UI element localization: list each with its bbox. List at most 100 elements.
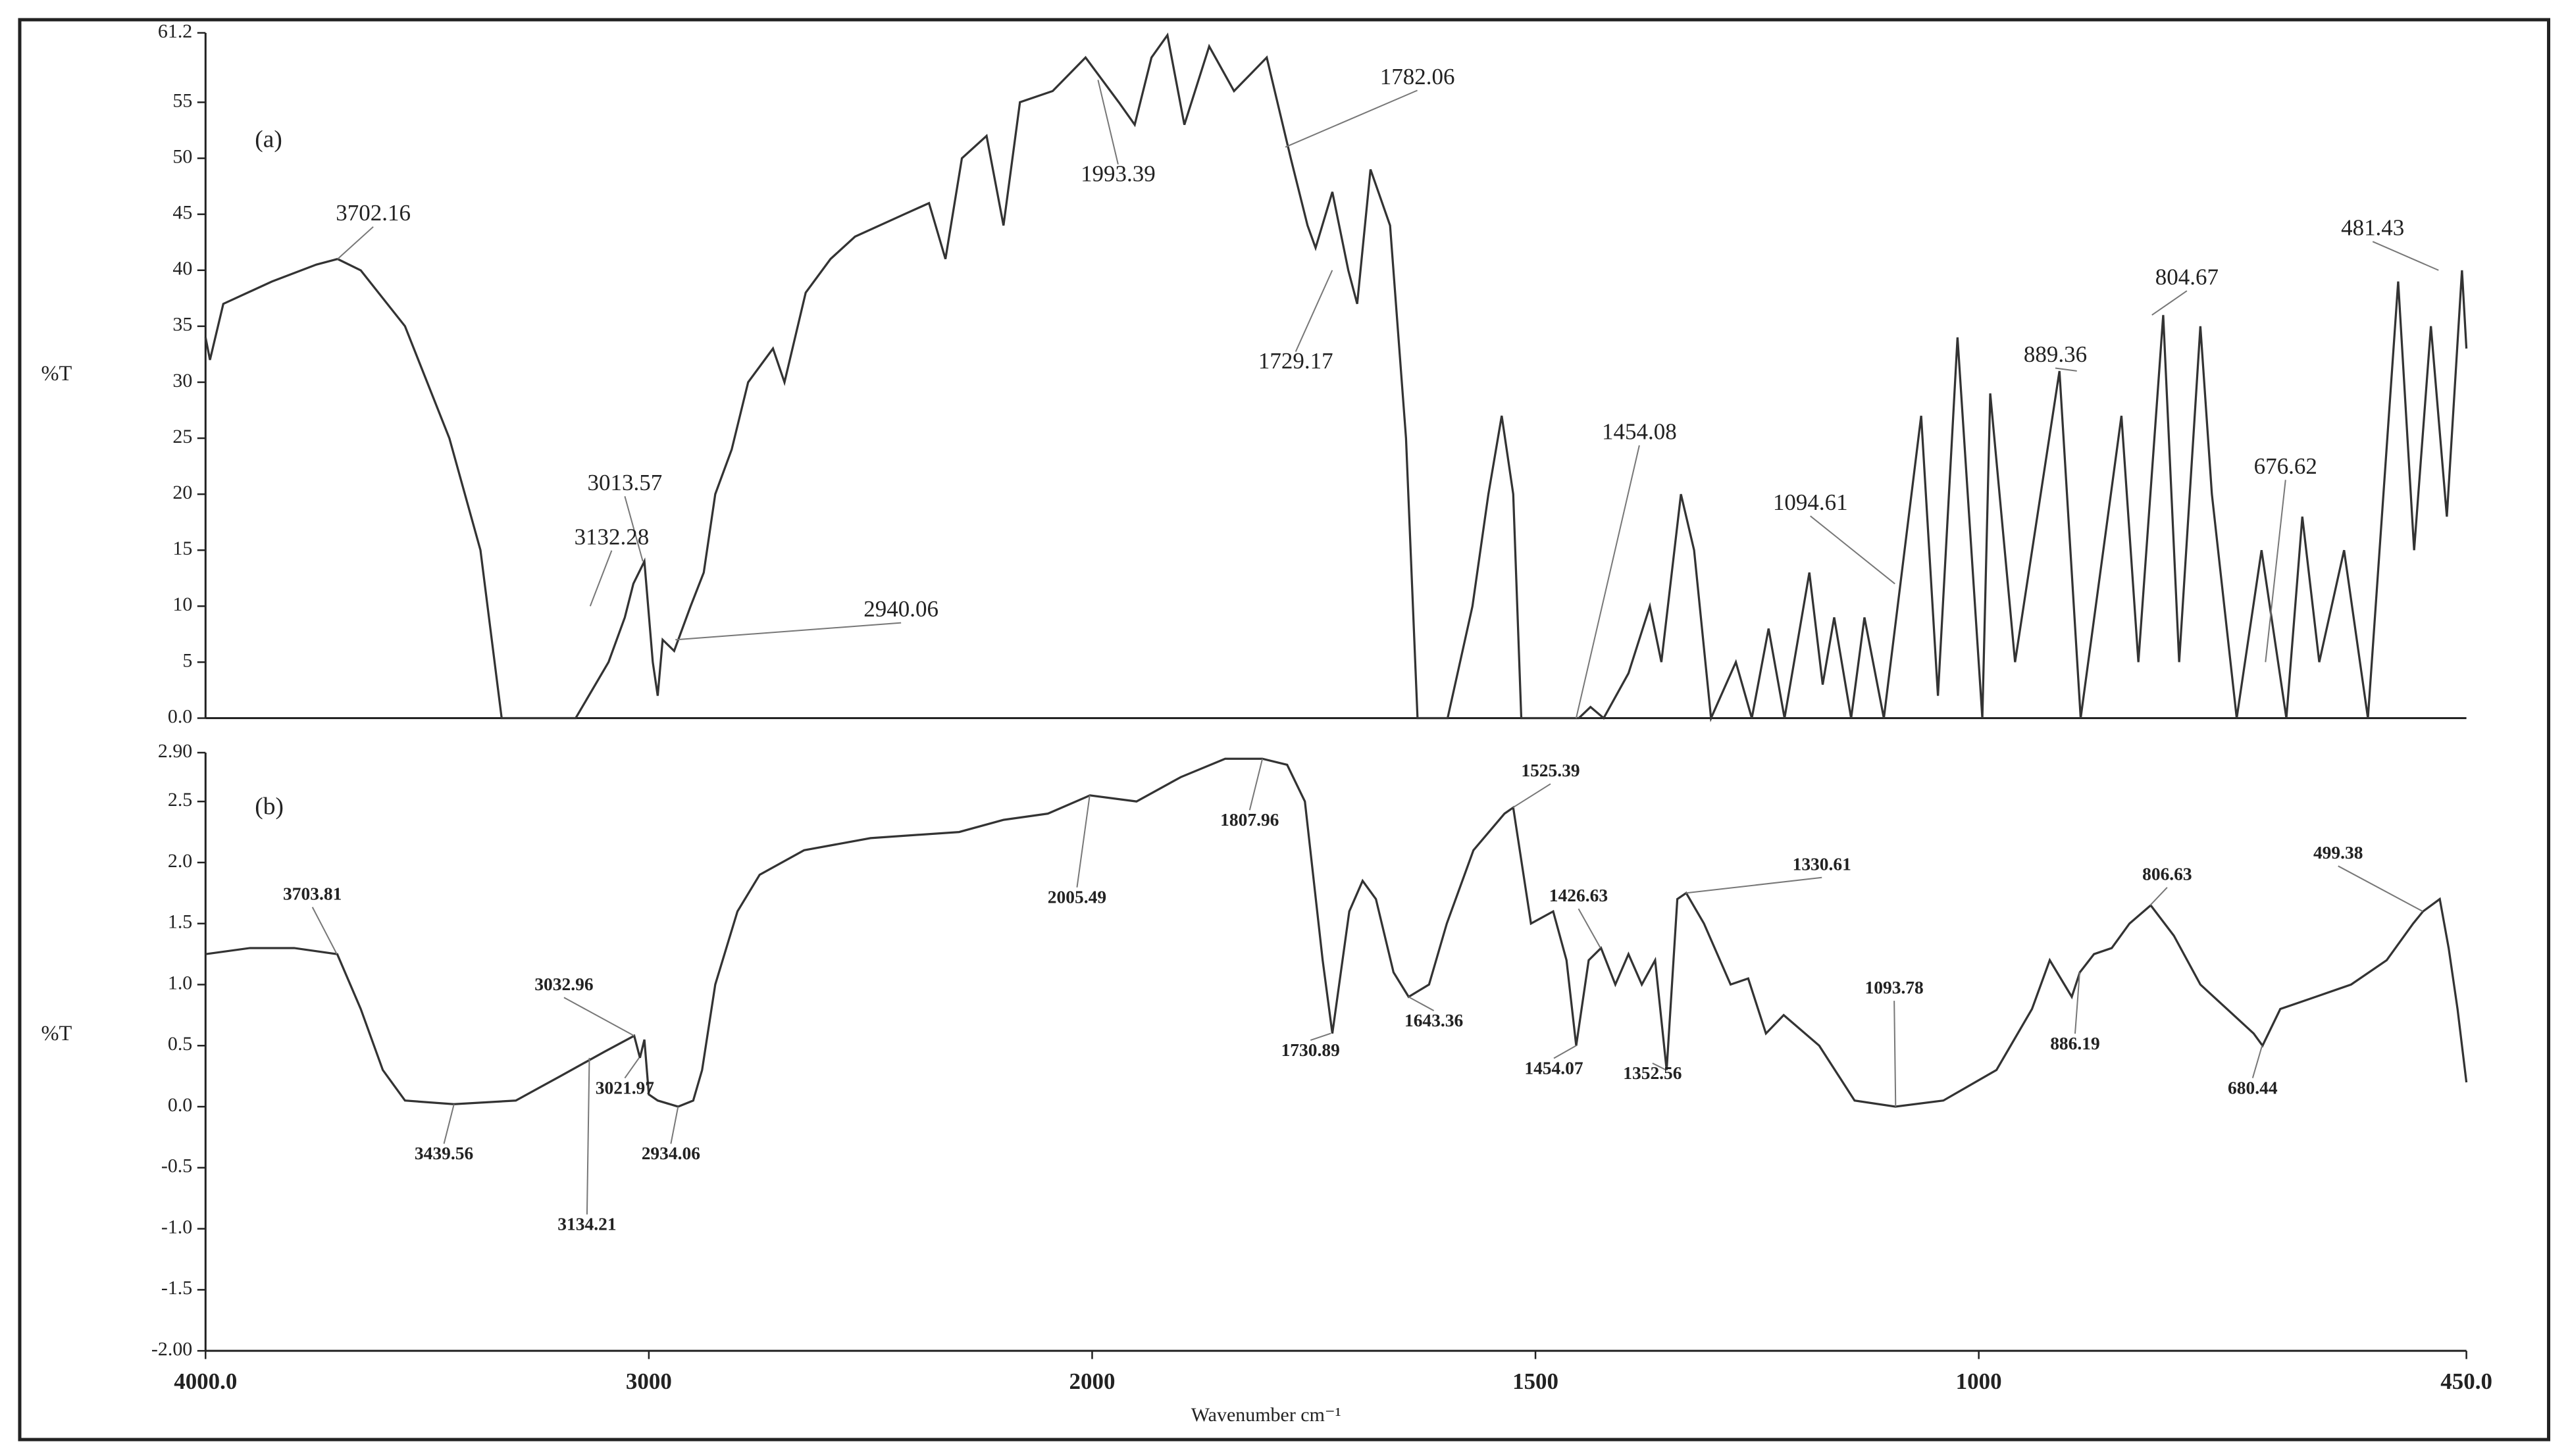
y-tick-label: 10 [172,593,192,615]
annotation-leader [1553,1045,1577,1059]
annotation-leader [624,1057,640,1079]
annotation-leader [1408,996,1435,1011]
y-tick-label: 61.2 [158,20,192,42]
annotation-label: 3032.96 [534,974,593,994]
y-tick-label: 5 [182,649,192,671]
annotation-label: 806.63 [2142,865,2192,884]
annotation-label: 804.67 [2155,264,2219,290]
annotation-label: 3013.57 [588,470,663,495]
spectrum-line [205,757,2468,1108]
annotation-leader [1285,89,1418,148]
annotation-label: 1454.07 [1524,1058,1583,1078]
annotation-label: 1643.36 [1404,1011,1463,1030]
annotation-label: 1729.17 [1258,348,1333,374]
annotation-leader [2151,290,2188,316]
annotation-label: 1426.63 [1549,886,1608,905]
annotation-label: 886.19 [2050,1034,2100,1053]
y-axis-label: %T [41,362,72,386]
annotation-leader [443,1104,455,1144]
y-tick-label: 15 [172,538,192,559]
x-axis-label: Wavenumber cm⁻¹ [1191,1404,1341,1426]
annotation-leader [2265,480,2286,663]
annotation-label: 1352.56 [1623,1063,1682,1083]
y-tick-label: 2.0 [168,850,192,872]
annotation-leader [1810,515,1895,585]
annotation-label: 3439.56 [415,1143,473,1163]
annotation-label: 3021.97 [596,1078,655,1097]
y-tick-label: 1.0 [168,972,192,993]
annotation-label: 3134.21 [557,1215,616,1234]
annotation-leader [1578,908,1601,949]
annotation-label: 3132.28 [575,524,650,549]
annotation-label: 1525.39 [1521,761,1580,780]
annotation-label: 499.38 [2313,843,2363,863]
y-tick-label: 55 [172,89,192,111]
panel-label: (b) [255,793,284,820]
x-tick-label: 1000 [1956,1368,2002,1394]
annotation-leader [311,907,338,955]
panel-label: (a) [255,126,282,153]
annotation-label: 1782.06 [1380,64,1455,89]
annotation-label: 481.43 [2341,215,2404,241]
y-tick-label: 0.0 [168,1094,192,1116]
annotation-label: 1993.39 [1081,161,1156,186]
annotation-label: 889.36 [2024,341,2087,367]
y-tick-label: 45 [172,202,192,224]
annotation-leader [1248,759,1264,811]
y-tick-label: 50 [172,145,192,167]
y-axis-label: %T [41,1022,72,1045]
y-tick-label: -1.5 [161,1277,192,1299]
y-tick-label: -2.00 [151,1338,192,1360]
annotation-label: 2934.06 [642,1143,700,1163]
annotation-leader [2149,887,2168,906]
y-tick-label: 0.5 [168,1033,192,1055]
annotation-label: 2940.06 [863,596,938,622]
frame [18,18,2551,1442]
annotation-leader [1310,1032,1331,1042]
annotation-leader [624,496,644,562]
annotation-label: 1093.78 [1865,978,1924,997]
y-tick-label: 25 [172,426,192,447]
y-tick-label: 30 [172,370,192,391]
y-tick-label: -1.0 [161,1216,192,1238]
y-tick-label: 2.90 [158,740,192,762]
annotation-leader [586,1057,590,1215]
annotation-leader [2251,1045,2263,1078]
annotation-leader [1652,1063,1667,1071]
annotation-label: 1730.89 [1281,1040,1340,1060]
annotation-leader [1295,270,1333,352]
x-tick-label: 3000 [626,1368,672,1394]
x-tick-label: 450.0 [2440,1368,2492,1394]
annotation-leader [2338,865,2423,913]
annotation-leader [2074,972,2080,1034]
annotation-label: 1454.08 [1602,418,1677,444]
annotation-leader [1893,1001,1897,1107]
annotation-label: 3702.16 [336,200,411,226]
x-tick-label: 4000.0 [174,1368,237,1394]
annotation-label: 676.62 [2254,453,2317,479]
annotation-label: 1330.61 [1793,855,1851,874]
annotation-label: 2005.49 [1048,888,1106,907]
annotation-leader [670,1106,679,1144]
annotation-leader [675,622,902,641]
annotation-label: 1094.61 [1773,490,1848,515]
y-tick-label: 0.0 [168,705,192,727]
y-tick-label: 2.5 [168,789,192,811]
y-tick-label: -0.5 [161,1155,192,1177]
y-tick-label: 35 [172,314,192,336]
annotation-leader [1685,876,1822,894]
y-tick-label: 40 [172,258,192,280]
annotation-label: 3703.81 [283,884,342,904]
annotation-leader [1097,80,1119,165]
annotation-label: 1807.96 [1220,810,1279,830]
annotation-leader [1512,783,1551,809]
annotation-leader [589,550,613,607]
spectrum-line [204,32,2468,722]
annotation-leader [563,997,635,1037]
annotation-label: 680.44 [2228,1078,2278,1097]
x-tick-label: 2000 [1069,1368,1116,1394]
y-tick-label: 1.5 [168,911,192,933]
annotation-leader [1575,445,1640,718]
